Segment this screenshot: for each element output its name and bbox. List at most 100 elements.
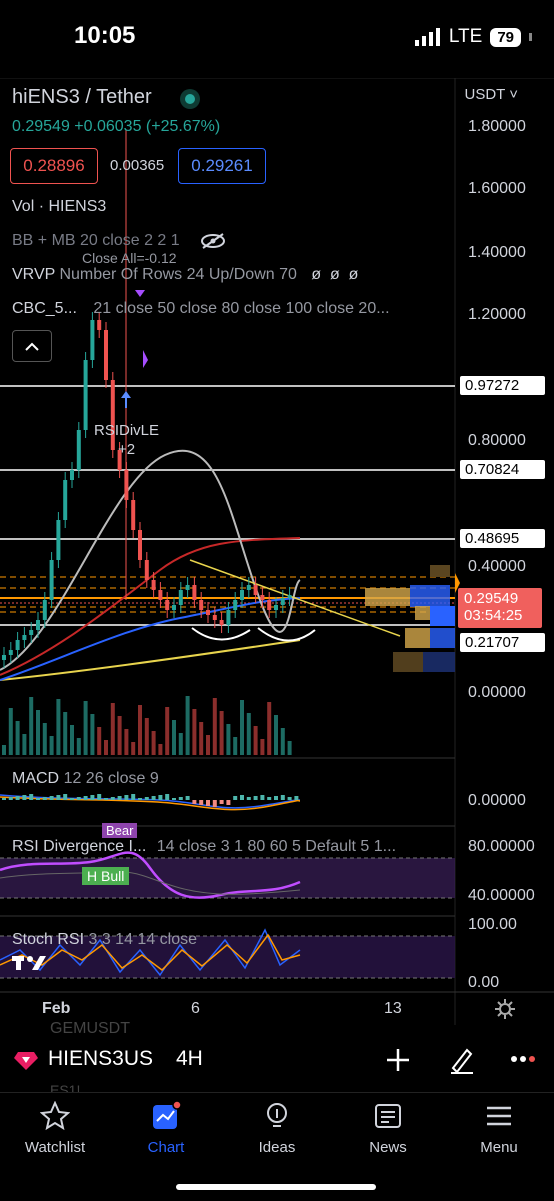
level-tag[interactable]: 0.48695 bbox=[460, 529, 545, 548]
macd-histogram-bar bbox=[192, 800, 197, 804]
volume-bar bbox=[253, 726, 258, 755]
macd-name: MACD bbox=[12, 770, 60, 787]
level-tag[interactable]: 0.21707 bbox=[460, 633, 545, 652]
buy-button[interactable]: 0.29261 bbox=[178, 148, 266, 184]
stoch-axis: 0.00 bbox=[468, 974, 500, 991]
candle bbox=[246, 585, 251, 590]
candle bbox=[165, 600, 170, 610]
candle bbox=[144, 560, 149, 580]
hidden-eye-icon[interactable] bbox=[200, 232, 226, 250]
drawing-pen-icon[interactable] bbox=[449, 1046, 475, 1074]
candle bbox=[158, 590, 163, 600]
more-dots-icon[interactable] bbox=[510, 1054, 536, 1064]
battery-level: 79 bbox=[490, 27, 521, 47]
volume-bar bbox=[280, 728, 285, 755]
axis-price: 0.00000 bbox=[468, 684, 526, 701]
nav-ideas[interactable]: Ideas bbox=[227, 1101, 327, 1156]
macd-histogram-bar bbox=[185, 796, 190, 800]
rsi-axis: 80.00000 bbox=[468, 838, 535, 855]
volume-bar bbox=[212, 698, 217, 755]
volume-bar bbox=[267, 702, 272, 755]
candle bbox=[260, 595, 265, 600]
symbol-search-button[interactable]: HIENS3US bbox=[48, 1047, 154, 1070]
axis-price: 1.80000 bbox=[468, 118, 526, 135]
bb-legend[interactable]: BB + MB 20 close 2 2 1 bbox=[12, 232, 180, 249]
tradingview-logo-icon bbox=[12, 954, 46, 980]
candle bbox=[2, 655, 6, 660]
candle bbox=[29, 630, 34, 635]
candle bbox=[219, 620, 224, 625]
time-axis-label: 13 bbox=[384, 1000, 402, 1017]
nav-menu[interactable]: Menu bbox=[449, 1101, 549, 1156]
volume-bar bbox=[124, 729, 129, 755]
volume-bar bbox=[2, 745, 6, 755]
macd-histogram-bar bbox=[260, 795, 265, 800]
macd-histogram-bar bbox=[206, 800, 210, 806]
candle bbox=[178, 590, 183, 605]
volume-legend[interactable]: Vol · HIENS3 bbox=[12, 198, 107, 215]
volume-bar bbox=[49, 736, 54, 755]
macd-axis: 0.00000 bbox=[468, 792, 526, 809]
nav-chart[interactable]: Chart bbox=[116, 1100, 216, 1156]
macd-histogram-bar bbox=[42, 797, 47, 800]
candle bbox=[70, 470, 74, 480]
macd-legend[interactable]: MACD 12 26 close 9 bbox=[12, 770, 159, 788]
volume-bar bbox=[70, 725, 74, 755]
candle bbox=[233, 600, 238, 610]
macd-histogram-bar bbox=[212, 800, 217, 807]
volume-bar bbox=[172, 720, 176, 755]
axis-price: 0.80000 bbox=[468, 432, 526, 449]
candle bbox=[22, 635, 27, 640]
time-axis-label: Feb bbox=[42, 1000, 71, 1017]
candle bbox=[76, 430, 81, 470]
nav-label: Ideas bbox=[258, 1139, 296, 1156]
candle bbox=[253, 585, 258, 595]
macd-histogram-bar bbox=[138, 798, 142, 800]
volume-bar bbox=[83, 701, 88, 755]
volume-bar bbox=[131, 742, 136, 755]
level-tag[interactable]: 0.97272 bbox=[460, 376, 545, 395]
rsi-params: 14 close 3 1 80 60 5 Default 5 1... bbox=[156, 838, 397, 855]
add-plus-icon[interactable] bbox=[386, 1048, 410, 1072]
spread-value: 0.00365 bbox=[110, 157, 165, 174]
volume-bar bbox=[158, 744, 163, 755]
volume-bar bbox=[199, 722, 204, 755]
time-axis-label: 6 bbox=[191, 1000, 200, 1017]
rsi-legend[interactable]: RSI Divergence I... 14 close 3 1 80 60 5… bbox=[12, 838, 396, 856]
macd-histogram-bar bbox=[172, 798, 176, 800]
macd-histogram-bar bbox=[124, 795, 129, 800]
price-chart[interactable] bbox=[0, 78, 554, 1078]
nav-news[interactable]: News bbox=[338, 1101, 438, 1156]
macd-histogram-bar bbox=[117, 796, 122, 800]
macd-histogram-bar bbox=[246, 797, 251, 800]
level-tag[interactable]: 0.70824 bbox=[460, 460, 545, 479]
sell-button[interactable]: 0.28896 bbox=[10, 148, 98, 184]
macd-histogram-bar bbox=[56, 795, 61, 800]
macd-histogram-bar bbox=[63, 794, 68, 800]
macd-histogram-bar bbox=[104, 798, 108, 800]
candle bbox=[240, 590, 244, 600]
macd-histogram-bar bbox=[8, 797, 13, 800]
macd-histogram-bar bbox=[165, 794, 170, 800]
volume-bar bbox=[260, 739, 265, 755]
stoch-legend[interactable]: Stoch RSI 3 3 14 14 close bbox=[12, 931, 197, 949]
settings-gear-icon[interactable] bbox=[494, 998, 516, 1020]
volume-bar bbox=[192, 709, 197, 755]
candle bbox=[226, 610, 231, 625]
macd-histogram-bar bbox=[36, 798, 40, 800]
macd-histogram-bar bbox=[240, 795, 244, 800]
candle bbox=[131, 500, 136, 530]
symbol-title[interactable]: hiENS3 / Tether bbox=[12, 86, 152, 108]
collapse-legend-button[interactable] bbox=[12, 330, 52, 362]
macd-histogram-bar bbox=[226, 800, 231, 805]
volume-bar bbox=[104, 740, 108, 755]
volume-bar bbox=[29, 697, 34, 755]
nav-watchlist[interactable]: Watchlist bbox=[5, 1100, 105, 1156]
vrvp-legend[interactable]: VRVP Number Of Rows 24 Up/Down 70 ø ø ø bbox=[12, 266, 358, 284]
interval-button[interactable]: 4H bbox=[176, 1047, 203, 1070]
volume-bar bbox=[110, 703, 115, 755]
cbc-legend[interactable]: CBC_5... 21 close 50 close 80 close 100 … bbox=[12, 300, 390, 318]
candle bbox=[42, 600, 47, 620]
network-type: LTE bbox=[448, 26, 483, 47]
currency-selector[interactable]: USDT ˅ bbox=[464, 86, 519, 103]
